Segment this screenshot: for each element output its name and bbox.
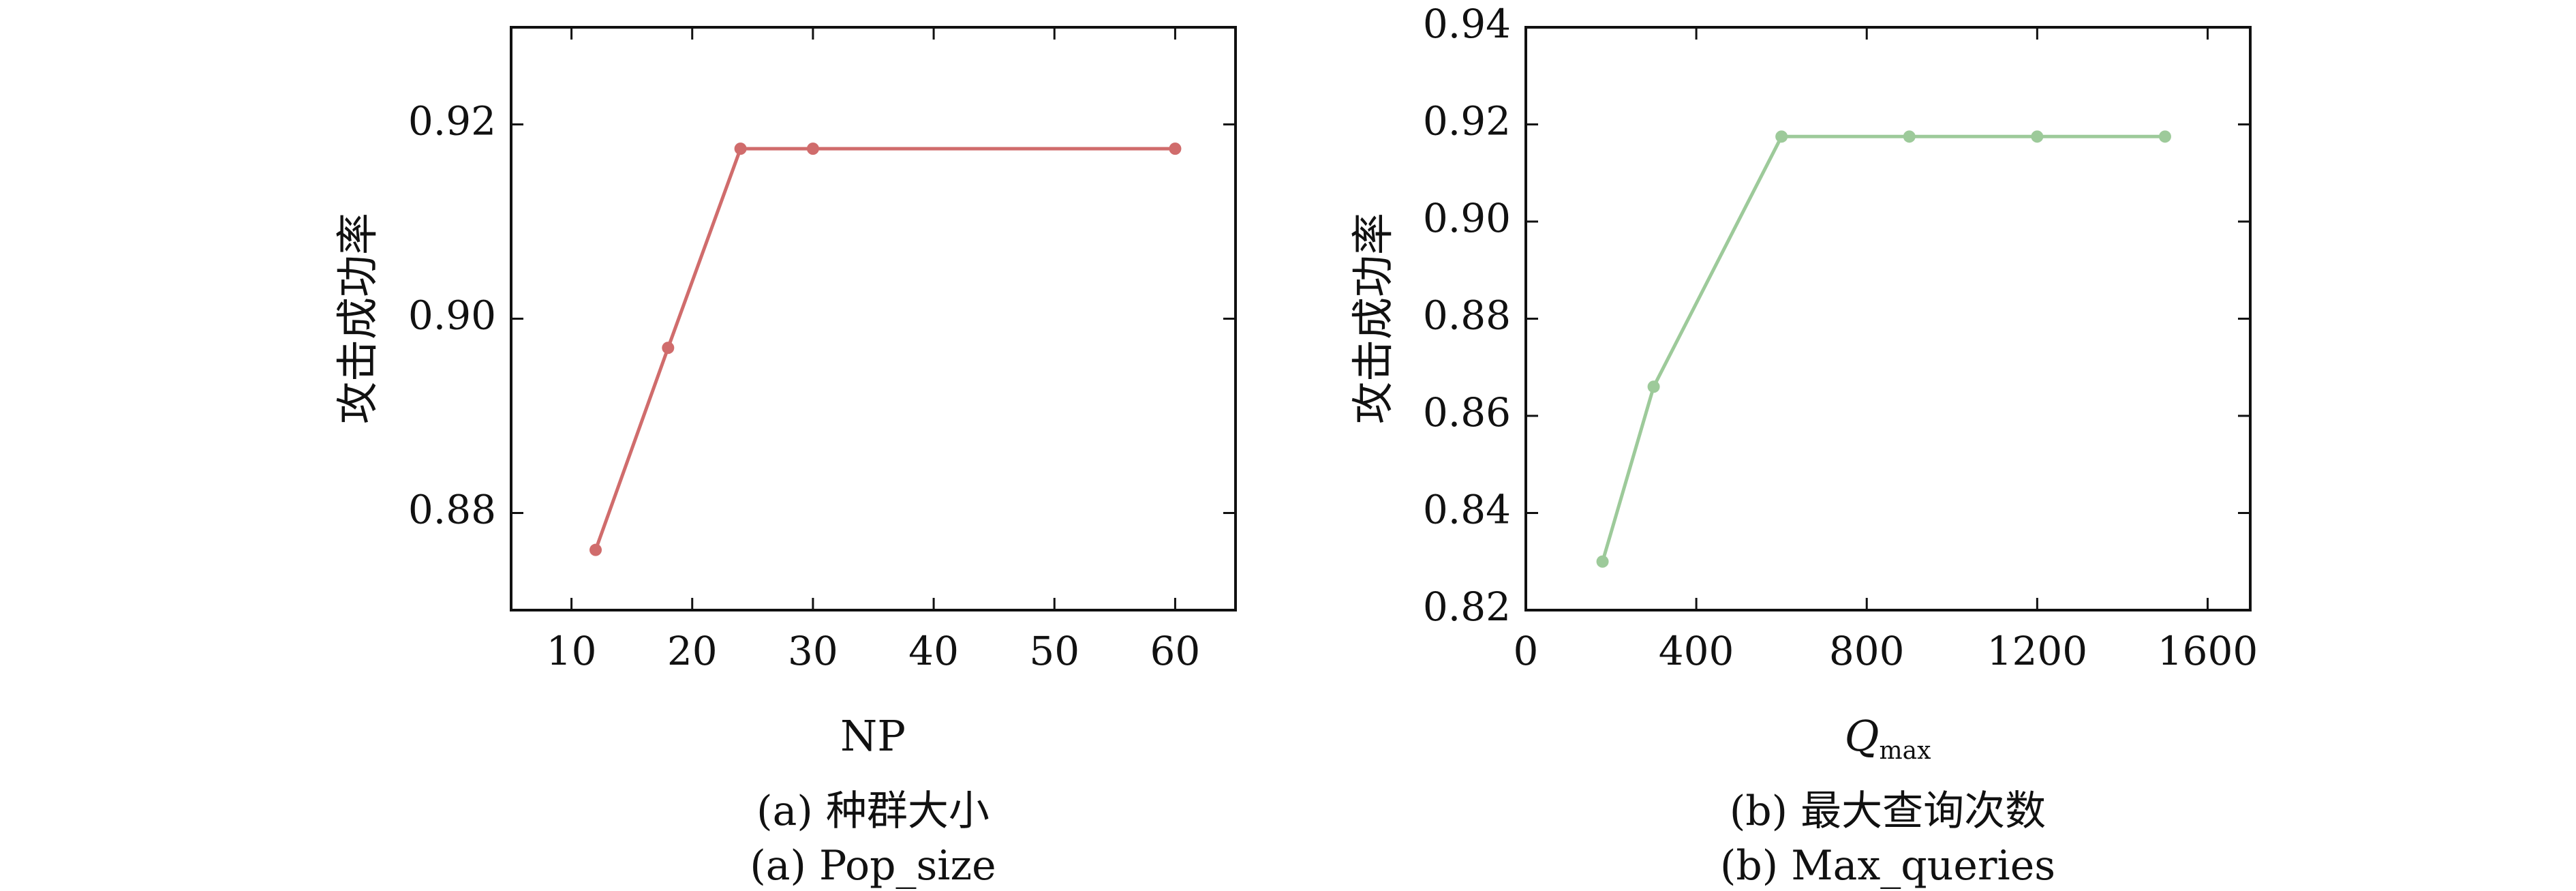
panel-b-x-axis-label-main: Q xyxy=(1845,711,1880,761)
data-point xyxy=(1169,142,1182,155)
panel-b-y-axis-label: 攻击成功率 xyxy=(1348,213,1398,424)
y-tick-label: 0.94 xyxy=(1423,1,1511,47)
panel-a-caption-cn: (a) 种群大小 xyxy=(756,787,990,835)
y-tick-label: 0.92 xyxy=(408,98,496,145)
y-tick-label: 0.88 xyxy=(408,487,496,533)
data-point xyxy=(2158,130,2171,143)
series-line xyxy=(1601,134,2165,562)
y-tick-label: 0.90 xyxy=(408,292,496,339)
x-tick-label: 800 xyxy=(1829,628,1905,674)
x-tick-label: 60 xyxy=(1150,628,1201,674)
y-tick-label: 0.86 xyxy=(1423,389,1511,436)
y-tick-label: 0.90 xyxy=(1423,195,1511,241)
panel-a: 0.88 0.90 0.92 10 20 30 40 50 60 攻击成功率 NP (a) 种… xyxy=(333,26,1237,890)
panel-b-x-ticks: 0 400 800 1200 1600 xyxy=(1514,27,2258,674)
x-tick-label: 40 xyxy=(908,628,959,674)
data-point xyxy=(589,543,602,556)
x-tick-label: 50 xyxy=(1029,628,1079,674)
panel-a-x-ticks: 10 20 30 40 50 60 xyxy=(547,27,1201,674)
data-point xyxy=(806,142,819,155)
panel-b-x-axis-label: Qmax xyxy=(1845,711,1931,765)
data-point xyxy=(1596,555,1609,568)
panel-b-caption-en: (b) Max_queries xyxy=(1720,842,2055,890)
y-tick-label: 0.88 xyxy=(1423,292,1511,339)
x-tick-label: 20 xyxy=(667,628,718,674)
y-tick-label: 0.84 xyxy=(1423,487,1511,533)
data-point xyxy=(1903,130,1916,143)
panel-b-y-ticks: 0.82 0.84 0.86 0.88 0.90 0.92 0.94 xyxy=(1423,1,2250,630)
panel-b-plot-frame xyxy=(1524,26,2252,611)
series-line xyxy=(594,147,1176,551)
data-point xyxy=(1775,130,1788,143)
data-point xyxy=(662,342,675,354)
x-tick-label: 0 xyxy=(1514,628,1539,674)
x-tick-label: 1600 xyxy=(2158,628,2258,674)
panel-a-caption-en: (a) Pop_size xyxy=(750,842,996,890)
panel-b: 0.82 0.84 0.86 0.88 0.90 0.92 0.94 0 400 800 1200… xyxy=(1348,1,2258,890)
panel-a-y-axis-label: 攻击成功率 xyxy=(333,213,382,424)
panel-a-series xyxy=(589,142,1182,556)
data-point xyxy=(2031,130,2044,143)
panel-a-y-ticks: 0.88 0.90 0.92 xyxy=(408,98,1236,533)
data-point xyxy=(734,142,747,155)
y-tick-label: 0.82 xyxy=(1423,584,1511,630)
panel-a-x-axis-label: NP xyxy=(840,711,906,761)
x-tick-label: 30 xyxy=(788,628,838,674)
panel-b-series xyxy=(1596,130,2171,568)
x-tick-label: 10 xyxy=(547,628,597,674)
panel-a-plot-frame xyxy=(510,26,1237,611)
data-point xyxy=(1647,380,1660,393)
x-tick-label: 1200 xyxy=(1987,628,2088,674)
x-tick-label: 400 xyxy=(1659,628,1734,674)
y-tick-label: 0.92 xyxy=(1423,98,1511,145)
panel-b-caption-cn: (b) 最大查询次数 xyxy=(1730,787,2046,835)
panel-b-x-axis-label-sub: max xyxy=(1879,737,1931,765)
